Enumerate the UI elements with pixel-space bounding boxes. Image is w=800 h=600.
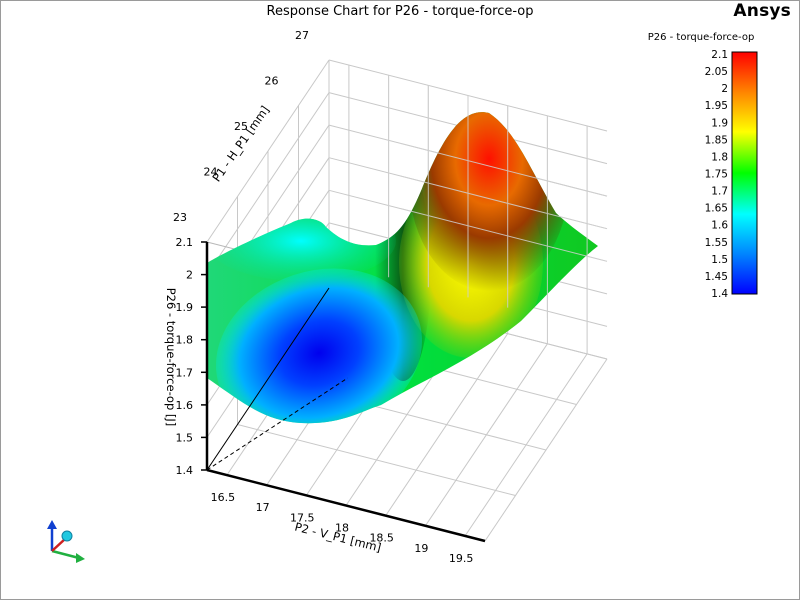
- colorbar-tick-label: 2.1: [711, 49, 728, 61]
- x-tick-label: 19: [414, 542, 428, 555]
- z-tick-label: 2.1: [176, 236, 194, 249]
- colorbar-tick-label: 1.65: [705, 203, 728, 215]
- z-tick-label: 1.4: [176, 464, 194, 477]
- colorbar-tick-label: 1.55: [705, 237, 728, 249]
- z-tick-label: 1.9: [176, 301, 194, 314]
- z-tick-label: 1.8: [176, 334, 194, 347]
- x-tick-label: 18.5: [369, 532, 394, 545]
- x-tick-label: 17: [256, 501, 270, 514]
- wall-grid-line-z: [206, 59, 330, 243]
- surface-cyan-ridge: [207, 201, 396, 281]
- colorbar-gradient: [731, 51, 758, 295]
- dashed-guide-line: [206, 377, 348, 471]
- x-tick-label: 16.5: [211, 491, 236, 504]
- colorbar-tick-label: 1.95: [705, 100, 728, 112]
- colorbar-tick-label: 1.75: [705, 169, 728, 181]
- y-tick-label: 25: [234, 120, 248, 133]
- colorbar-title: P26 - torque-force-op: [648, 32, 755, 43]
- y-tick-label: 23: [173, 211, 187, 224]
- colorbar-tick-label: 1.85: [705, 134, 728, 146]
- triad-x-arrow: [76, 553, 85, 563]
- orientation-triad[interactable]: [47, 520, 85, 563]
- floor-grid-line-y: [237, 424, 516, 496]
- colorbar-tick-label: 1.45: [705, 271, 728, 283]
- y-tick-label: 24: [204, 166, 218, 179]
- y-tick-label: 26: [265, 75, 279, 88]
- colorbar-tick-label: 1.4: [711, 288, 728, 300]
- x-axis-line: [206, 468, 486, 543]
- triad-center-ball: [61, 530, 73, 542]
- colorbar-tick-label: 1.6: [711, 220, 728, 232]
- triad-y-axis: [51, 538, 66, 552]
- surface-maximum-region: [409, 112, 569, 291]
- z-tick-label: 1.6: [176, 399, 194, 412]
- y-axis-line: [206, 287, 330, 471]
- axes: [201, 241, 486, 543]
- floor-grid: [206, 287, 608, 542]
- x-tick-label: 17.5: [290, 511, 315, 524]
- triad-x-axis: [51, 549, 80, 560]
- z-tick-label: 1.5: [176, 431, 194, 444]
- y-axis-title: P1 - H_P1 [mm]: [209, 103, 272, 184]
- colorbar-tick-label: 1.9: [711, 117, 728, 129]
- floor-edge: [484, 358, 608, 542]
- colorbar-tick-label: 1.8: [711, 151, 728, 163]
- surface-minimum-region: [215, 268, 423, 424]
- x-tick-label: 19.5: [449, 552, 474, 565]
- overlay-grid-line: [400, 142, 608, 197]
- z-tick-label: 2: [186, 269, 193, 282]
- y-tick-label: 27: [295, 29, 309, 42]
- colorbar-tick-label: 2.05: [705, 66, 728, 78]
- chart-title: Response Chart for P26 - torque-force-op: [266, 4, 534, 19]
- ansys-logo: Ansys: [733, 1, 791, 21]
- colorbar-tick-label: 1.5: [711, 254, 728, 266]
- overlay-grid-line: [400, 208, 608, 262]
- colorbar: P26 - torque-force-op 2.1 2.05 2 1.95 1.9 1.8…: [648, 32, 758, 300]
- triad-z-arrow: [47, 520, 57, 529]
- overlay-grid-line: [400, 175, 608, 230]
- wall-grid-line-z: [206, 92, 330, 275]
- x-tick-label: 18: [335, 522, 349, 535]
- colorbar-tick-label: 1.7: [711, 186, 728, 198]
- front-grid: [388, 75, 608, 328]
- colorbar-tick-label: 2: [721, 83, 728, 95]
- z-axis-title: P26 - torque-force-op [J]: [164, 288, 178, 427]
- tick-labels: 16.5 17 17.5 18 18.5 19 19.5 1.4 1.5 1.6 1.7 1.8 1.9…: [173, 29, 473, 565]
- logo-text: Ansys: [733, 1, 791, 21]
- z-tick-label: 1.7: [176, 366, 194, 379]
